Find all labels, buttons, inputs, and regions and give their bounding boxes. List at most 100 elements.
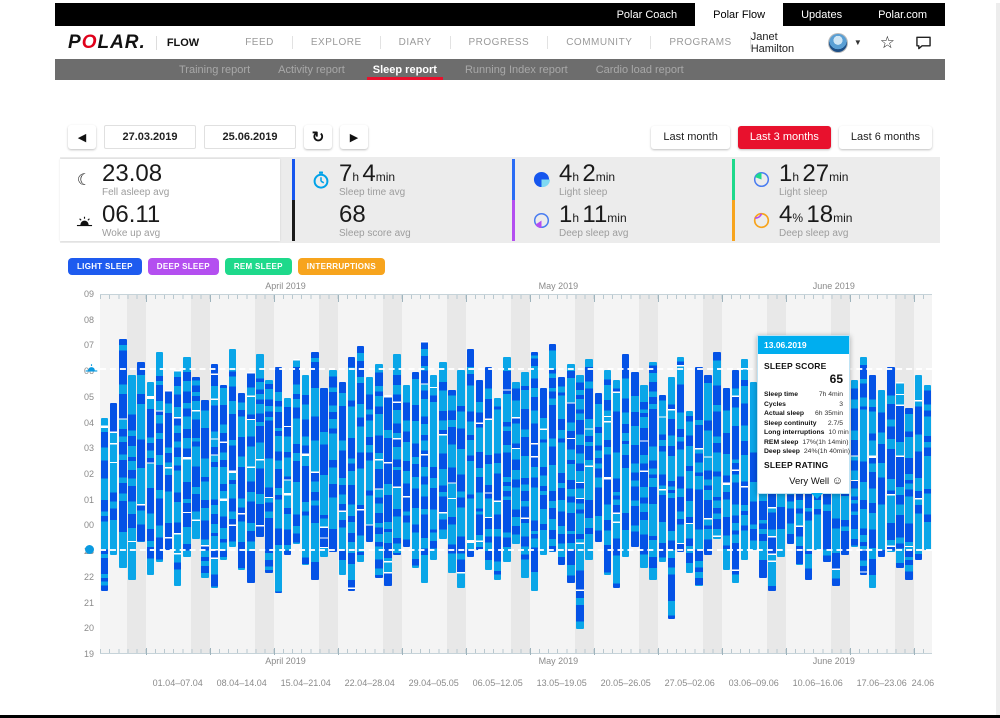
- sleep-bar[interactable]: [192, 377, 200, 540]
- sleep-bar[interactable]: [100, 418, 109, 591]
- range-button-last-3-months[interactable]: Last 3 months: [737, 125, 831, 149]
- sleep-bar[interactable]: [347, 356, 356, 591]
- top-tab-polar-coach[interactable]: Polar Coach: [616, 8, 678, 21]
- sleep-bar[interactable]: [430, 374, 438, 560]
- range-button-last-6-months[interactable]: Last 6 months: [838, 125, 932, 149]
- subnav-activity-report[interactable]: Activity report: [278, 63, 345, 76]
- sleep-bar[interactable]: [247, 372, 255, 583]
- user-name[interactable]: Janet Hamilton: [750, 30, 795, 55]
- date-from-input[interactable]: [104, 125, 196, 149]
- sleep-bar[interactable]: [631, 372, 639, 547]
- sleep-bar[interactable]: [722, 387, 730, 571]
- sleep-bar[interactable]: [375, 364, 383, 578]
- sleep-bar[interactable]: [539, 387, 548, 555]
- subnav-cardio-load-report[interactable]: Cardio load report: [595, 63, 684, 76]
- avatar[interactable]: [828, 32, 848, 53]
- sleep-bar[interactable]: [146, 382, 154, 576]
- sleep-bar[interactable]: [183, 356, 191, 558]
- sleep-bar[interactable]: [612, 379, 621, 589]
- sleep-bar[interactable]: [475, 379, 484, 550]
- sleep-bar[interactable]: [603, 369, 612, 576]
- sleep-bar[interactable]: [155, 351, 164, 563]
- sleep-bar[interactable]: [704, 374, 712, 555]
- sleep-bar[interactable]: [219, 385, 228, 560]
- sleep-bar[interactable]: [850, 379, 858, 547]
- legend-chip-interruptions[interactable]: INTERRUPTIONS: [297, 258, 386, 275]
- sleep-bar[interactable]: [859, 356, 868, 576]
- nav-item-explore[interactable]: EXPLORE: [293, 36, 381, 49]
- sleep-bar[interactable]: [466, 349, 474, 558]
- sleep-bar[interactable]: [210, 364, 218, 589]
- date-to-input[interactable]: [204, 125, 296, 149]
- refresh-button[interactable]: ↻: [304, 125, 332, 149]
- next-period-button[interactable]: ▶: [340, 125, 368, 149]
- sleep-bar[interactable]: [750, 382, 758, 550]
- sleep-bar[interactable]: [292, 359, 301, 545]
- sleep-bar[interactable]: [448, 390, 456, 573]
- sleep-bar[interactable]: [667, 377, 676, 619]
- top-tab-polar-com[interactable]: Polar.com: [878, 8, 927, 21]
- range-button-last-month[interactable]: Last month: [651, 125, 730, 149]
- sleep-bar[interactable]: [594, 392, 602, 542]
- top-tab-polar-flow[interactable]: Polar Flow: [695, 3, 784, 26]
- sleep-bar[interactable]: [302, 374, 310, 565]
- sleep-bar[interactable]: [411, 372, 420, 568]
- sleep-bar[interactable]: [676, 356, 685, 553]
- sleep-bar[interactable]: [256, 354, 264, 537]
- nav-item-progress[interactable]: PROGRESS: [451, 36, 549, 49]
- sleep-bar[interactable]: [731, 369, 740, 583]
- sleep-bar[interactable]: [896, 382, 904, 568]
- sleep-bar[interactable]: [740, 359, 749, 560]
- sleep-bar[interactable]: [265, 379, 273, 573]
- sleep-bar[interactable]: [923, 385, 932, 550]
- sleep-bar[interactable]: [384, 395, 392, 586]
- sleep-bar[interactable]: [640, 385, 648, 568]
- sleep-bar[interactable]: [457, 369, 465, 589]
- subnav-training-report[interactable]: Training report: [179, 63, 251, 76]
- nav-item-diary[interactable]: DIARY: [381, 36, 451, 49]
- sleep-bar[interactable]: [713, 351, 721, 540]
- favorites-star-icon[interactable]: ☆: [879, 32, 895, 52]
- sleep-bar[interactable]: [558, 377, 566, 565]
- sleep-bar[interactable]: [420, 341, 429, 583]
- sleep-bar[interactable]: [567, 364, 575, 583]
- sleep-bar[interactable]: [905, 408, 913, 581]
- sleep-bar[interactable]: [512, 382, 520, 545]
- sleep-bar[interactable]: [530, 351, 538, 591]
- sleep-bar[interactable]: [320, 387, 328, 558]
- nav-item-community[interactable]: COMMUNITY: [548, 36, 652, 49]
- sleep-bar[interactable]: [201, 400, 209, 578]
- sleep-bar[interactable]: [329, 369, 337, 553]
- subnav-sleep-report[interactable]: Sleep report: [359, 59, 451, 80]
- sleep-bar[interactable]: [494, 397, 502, 581]
- sleep-bar[interactable]: [649, 361, 657, 581]
- sleep-bar[interactable]: [658, 395, 666, 563]
- subnav-running-index-report[interactable]: Running Index report: [464, 63, 568, 76]
- sleep-bar[interactable]: [356, 346, 365, 563]
- sleep-bar[interactable]: [887, 367, 895, 553]
- sleep-bar[interactable]: [164, 390, 173, 550]
- sleep-bar[interactable]: [110, 403, 118, 555]
- sleep-bar[interactable]: [366, 377, 374, 542]
- sleep-bar[interactable]: [686, 410, 694, 573]
- sleep-bar[interactable]: [338, 382, 346, 576]
- sleep-bar[interactable]: [521, 372, 529, 578]
- top-tab-updates[interactable]: Updates: [801, 8, 843, 21]
- sleep-bar[interactable]: [228, 349, 237, 547]
- sleep-bar[interactable]: [576, 374, 584, 630]
- sleep-bar[interactable]: [548, 343, 557, 553]
- sleep-bar[interactable]: [503, 356, 511, 563]
- sleep-bar[interactable]: [137, 361, 145, 542]
- legend-chip-deep-sleep[interactable]: DEEP SLEEP: [147, 258, 219, 275]
- sleep-bar[interactable]: [622, 354, 630, 558]
- sleep-bar[interactable]: [695, 367, 703, 586]
- scrollbar-track[interactable]: [996, 3, 1000, 715]
- sleep-bar[interactable]: [868, 374, 877, 589]
- sleep-bar[interactable]: [402, 385, 410, 547]
- legend-chip-light-sleep[interactable]: LIGHT SLEEP: [68, 258, 142, 275]
- sleep-bar[interactable]: [484, 367, 493, 571]
- sleep-bar[interactable]: [914, 374, 922, 560]
- sleep-bar[interactable]: [128, 374, 136, 581]
- sleep-bar[interactable]: [238, 392, 246, 571]
- sleep-bar[interactable]: [585, 359, 593, 560]
